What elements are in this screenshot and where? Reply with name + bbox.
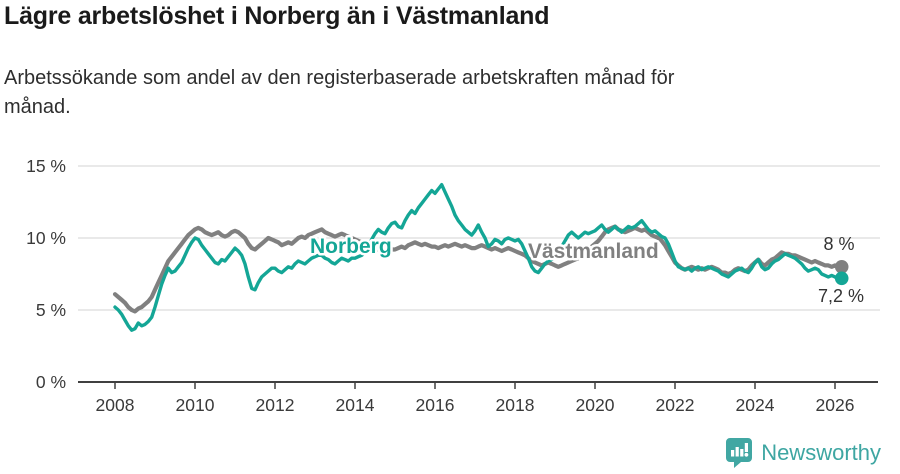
y-tick-label: 0 %	[36, 372, 66, 392]
x-tick-label: 2024	[736, 395, 775, 415]
norberg-series-label: Norberg	[310, 235, 392, 258]
x-tick-label: 2026	[816, 395, 855, 415]
exclamation-dot	[744, 452, 749, 457]
chart-subtitle: Arbetssökande som andel av den registerb…	[4, 64, 674, 122]
x-tick-label: 2010	[176, 395, 215, 415]
vastmanland-end-dot	[834, 260, 849, 274]
x-tick-label: 2022	[656, 395, 695, 415]
exclamation-stem	[744, 443, 749, 452]
y-tick-label: 10 %	[26, 228, 66, 248]
x-tick-label: 2014	[336, 395, 375, 415]
bar-1	[731, 450, 735, 457]
bar-2	[735, 447, 739, 457]
chart-subtitle-line-2: månad.	[4, 96, 71, 118]
bar-3	[740, 449, 744, 457]
x-tick-label: 2020	[576, 395, 615, 415]
x-tick-label: 2012	[256, 395, 295, 415]
norberg-end-value-label: 7,2 %	[818, 286, 864, 306]
x-tick-label: 2008	[96, 395, 135, 415]
norberg-end-dot	[834, 271, 849, 286]
chart-subtitle-line-1: Arbetssökande som andel av den registerb…	[4, 67, 675, 89]
newsworthy-logo-icon	[726, 438, 753, 468]
x-tick-label: 2016	[416, 395, 455, 415]
x-tick-label: 2018	[496, 395, 535, 415]
newsworthy-brand[interactable]: Newsworthy	[725, 437, 881, 468]
vastmanland-series-label: Västmanland	[528, 240, 659, 263]
y-tick-label: 5 %	[36, 300, 66, 320]
vastmanland-end-value-label: 8 %	[823, 234, 854, 254]
brand-name: Newsworthy	[761, 439, 881, 465]
chart-title: Lägre arbetslöshet i Norberg än i Västma…	[4, 2, 550, 30]
speech-bubble-shape	[726, 438, 753, 468]
y-tick-label: 15 %	[26, 156, 66, 176]
vastmanland-line	[112, 224, 844, 314]
norberg-line	[113, 182, 844, 332]
